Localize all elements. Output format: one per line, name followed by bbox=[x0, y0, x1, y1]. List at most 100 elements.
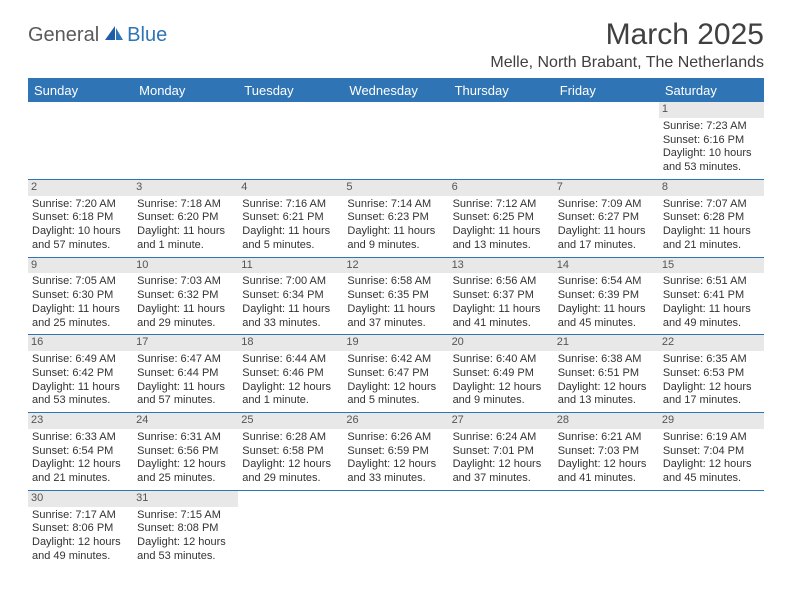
calendar-cell: 30Sunrise: 7:17 AMSunset: 8:06 PMDayligh… bbox=[28, 490, 133, 567]
calendar-cell bbox=[343, 490, 448, 567]
sunrise-text: Sunrise: 6:21 AM bbox=[558, 431, 655, 445]
sunset-text: Sunset: 6:49 PM bbox=[453, 367, 550, 381]
sunrise-text: Sunrise: 6:38 AM bbox=[558, 353, 655, 367]
daylight-text: and 37 minutes. bbox=[453, 472, 550, 486]
day-number: 11 bbox=[238, 258, 343, 274]
sunrise-text: Sunrise: 6:19 AM bbox=[663, 431, 760, 445]
sunrise-text: Sunrise: 6:28 AM bbox=[242, 431, 339, 445]
sunset-text: Sunset: 6:41 PM bbox=[663, 289, 760, 303]
daylight-text: and 21 minutes. bbox=[32, 472, 129, 486]
daylight-text: and 33 minutes. bbox=[347, 472, 444, 486]
daylight-text: Daylight: 11 hours bbox=[137, 303, 234, 317]
sunset-text: Sunset: 6:28 PM bbox=[663, 211, 760, 225]
calendar-cell: 23Sunrise: 6:33 AMSunset: 6:54 PMDayligh… bbox=[28, 413, 133, 491]
daylight-text: and 53 minutes. bbox=[137, 550, 234, 564]
sunset-text: Sunset: 6:27 PM bbox=[558, 211, 655, 225]
daylight-text: Daylight: 11 hours bbox=[137, 381, 234, 395]
calendar-cell: 29 Sunrise: 6:19 AMSunset: 7:04 PMDayligh… bbox=[659, 413, 764, 491]
day-header: Wednesday bbox=[343, 79, 448, 102]
day-number: 8 bbox=[659, 180, 764, 196]
sunrise-text: Sunrise: 7:05 AM bbox=[32, 275, 129, 289]
sunrise-text: Sunrise: 6:49 AM bbox=[32, 353, 129, 367]
daylight-text: and 25 minutes. bbox=[137, 472, 234, 486]
logo: General Blue bbox=[28, 18, 167, 47]
calendar-cell: 15Sunrise: 6:51 AMSunset: 6:41 PMDayligh… bbox=[659, 257, 764, 335]
header: General Blue March 2025 Melle, North Bra… bbox=[28, 18, 764, 72]
daylight-text: Daylight: 12 hours bbox=[242, 458, 339, 472]
calendar-row: 1Sunrise: 7:23 AMSunset: 6:16 PMDaylight… bbox=[28, 102, 764, 179]
daylight-text: and 17 minutes. bbox=[663, 394, 760, 408]
day-number: 7 bbox=[554, 180, 659, 196]
day-header: Sunday bbox=[28, 79, 133, 102]
calendar-cell bbox=[659, 490, 764, 567]
day-header: Tuesday bbox=[238, 79, 343, 102]
daylight-text: Daylight: 11 hours bbox=[663, 225, 760, 239]
sunrise-text: Sunrise: 6:58 AM bbox=[347, 275, 444, 289]
sunset-text: Sunset: 6:20 PM bbox=[137, 211, 234, 225]
calendar-cell: 22Sunrise: 6:35 AMSunset: 6:53 PMDayligh… bbox=[659, 335, 764, 413]
sunrise-text: Sunrise: 7:09 AM bbox=[558, 198, 655, 212]
calendar-row: 2Sunrise: 7:20 AMSunset: 6:18 PMDaylight… bbox=[28, 179, 764, 257]
day-number: 21 bbox=[554, 335, 659, 351]
calendar-row: 23Sunrise: 6:33 AMSunset: 6:54 PMDayligh… bbox=[28, 413, 764, 491]
day-number: 27 bbox=[449, 413, 554, 429]
sunset-text: Sunset: 6:21 PM bbox=[242, 211, 339, 225]
day-number: 25 bbox=[238, 413, 343, 429]
daylight-text: Daylight: 12 hours bbox=[347, 381, 444, 395]
daylight-text: Daylight: 11 hours bbox=[558, 303, 655, 317]
sunset-text: Sunset: 6:46 PM bbox=[242, 367, 339, 381]
sunrise-text: Sunrise: 6:24 AM bbox=[453, 431, 550, 445]
day-number: 26 bbox=[343, 413, 448, 429]
sunrise-text: Sunrise: 7:03 AM bbox=[137, 275, 234, 289]
calendar-cell: 1Sunrise: 7:23 AMSunset: 6:16 PMDaylight… bbox=[659, 102, 764, 179]
sunset-text: Sunset: 6:30 PM bbox=[32, 289, 129, 303]
sunset-text: Sunset: 6:42 PM bbox=[32, 367, 129, 381]
daylight-text: Daylight: 12 hours bbox=[663, 458, 760, 472]
sunrise-text: Sunrise: 6:35 AM bbox=[663, 353, 760, 367]
daylight-text: and 9 minutes. bbox=[453, 394, 550, 408]
day-number: 14 bbox=[554, 258, 659, 274]
calendar-cell: 27Sunrise: 6:24 AMSunset: 7:01 PMDayligh… bbox=[449, 413, 554, 491]
daylight-text: Daylight: 12 hours bbox=[558, 458, 655, 472]
sunrise-text: Sunrise: 7:12 AM bbox=[453, 198, 550, 212]
daylight-text: Daylight: 11 hours bbox=[347, 225, 444, 239]
sunrise-text: Sunrise: 7:15 AM bbox=[137, 509, 234, 523]
daylight-text: and 41 minutes. bbox=[453, 317, 550, 331]
calendar-cell: 11Sunrise: 7:00 AMSunset: 6:34 PMDayligh… bbox=[238, 257, 343, 335]
daylight-text: and 57 minutes. bbox=[32, 239, 129, 253]
calendar-cell bbox=[554, 490, 659, 567]
daylight-text: Daylight: 12 hours bbox=[137, 536, 234, 550]
calendar-cell: 25Sunrise: 6:28 AMSunset: 6:58 PMDayligh… bbox=[238, 413, 343, 491]
sunrise-text: Sunrise: 6:54 AM bbox=[558, 275, 655, 289]
calendar-cell bbox=[343, 102, 448, 179]
day-number: 15 bbox=[659, 258, 764, 274]
sunset-text: Sunset: 7:04 PM bbox=[663, 445, 760, 459]
sunrise-text: Sunrise: 7:23 AM bbox=[663, 120, 760, 134]
day-number: 28 bbox=[554, 413, 659, 429]
sunset-text: Sunset: 6:54 PM bbox=[32, 445, 129, 459]
daylight-text: Daylight: 10 hours bbox=[32, 225, 129, 239]
sunset-text: Sunset: 6:59 PM bbox=[347, 445, 444, 459]
daylight-text: and 45 minutes. bbox=[663, 472, 760, 486]
calendar-cell: 7 Sunrise: 7:09 AMSunset: 6:27 PMDaylight… bbox=[554, 179, 659, 257]
daylight-text: Daylight: 11 hours bbox=[137, 225, 234, 239]
day-number: 31 bbox=[133, 491, 238, 507]
day-number: 9 bbox=[28, 258, 133, 274]
day-number: 22 bbox=[659, 335, 764, 351]
daylight-text: and 1 minute. bbox=[137, 239, 234, 253]
calendar-row: 16Sunrise: 6:49 AMSunset: 6:42 PMDayligh… bbox=[28, 335, 764, 413]
daylight-text: Daylight: 11 hours bbox=[558, 225, 655, 239]
calendar-cell: 14Sunrise: 6:54 AMSunset: 6:39 PMDayligh… bbox=[554, 257, 659, 335]
daylight-text: Daylight: 11 hours bbox=[663, 303, 760, 317]
calendar-row: 9Sunrise: 7:05 AMSunset: 6:30 PM Daylight… bbox=[28, 257, 764, 335]
calendar-cell: 2Sunrise: 7:20 AMSunset: 6:18 PMDaylight… bbox=[28, 179, 133, 257]
sunset-text: Sunset: 6:37 PM bbox=[453, 289, 550, 303]
daylight-text: and 1 minute. bbox=[242, 394, 339, 408]
day-number: 6 bbox=[449, 180, 554, 196]
day-number: 29 bbox=[659, 413, 764, 429]
day-number: 17 bbox=[133, 335, 238, 351]
daylight-text: and 45 minutes. bbox=[558, 317, 655, 331]
day-number: 3 bbox=[133, 180, 238, 196]
calendar-cell: 8Sunrise: 7:07 AMSunset: 6:28 PMDaylight… bbox=[659, 179, 764, 257]
sunrise-text: Sunrise: 7:20 AM bbox=[32, 198, 129, 212]
